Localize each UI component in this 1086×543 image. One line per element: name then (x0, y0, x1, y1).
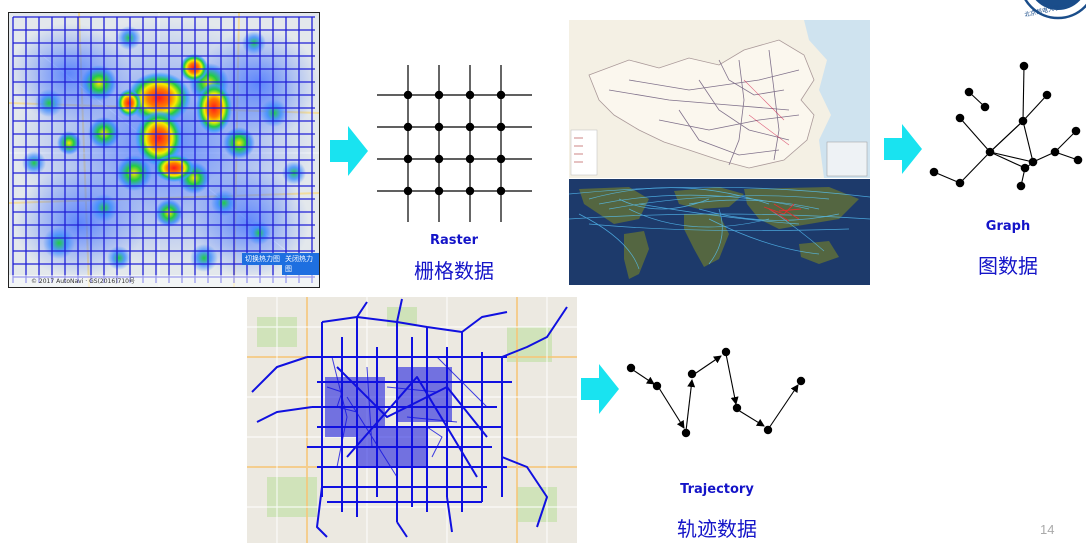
graph-node (1028, 157, 1038, 167)
graph-node (1018, 116, 1028, 126)
arrow-right-icon (884, 124, 922, 174)
university-logo: 北京邮电大学 (1010, 0, 1086, 22)
trajectory-point (796, 376, 806, 386)
raster-grid-overlay (12, 16, 315, 283)
graph-diagram (925, 55, 1085, 205)
heatmap-close-button[interactable]: 关闭热力图 (282, 253, 319, 275)
graph-node (985, 147, 995, 157)
trajectory-label-en: Trajectory (680, 482, 754, 497)
raster-node (496, 122, 506, 132)
trajectory-diagram (622, 340, 812, 445)
trajectory-point (626, 363, 636, 373)
trajectory-label-zh: 轨迹数据 (677, 517, 757, 541)
graph-node (1020, 163, 1030, 173)
heatmap-toggle-button[interactable]: 切换热力图 (242, 253, 283, 265)
raster-node (434, 90, 444, 100)
trajectory-map-image (247, 297, 577, 543)
graph-node (964, 87, 974, 97)
raster-node (403, 186, 413, 196)
raster-node (434, 154, 444, 164)
raster-node (465, 154, 475, 164)
map-attribution: © 2017 AutoNavi · GS(2016)710号 (31, 278, 135, 285)
raster-node (496, 90, 506, 100)
raster-grid-diagram (372, 60, 537, 230)
raster-label-en: Raster (430, 233, 478, 248)
trajectory-point (721, 347, 731, 357)
graph-node (955, 178, 965, 188)
graph-label-en: Graph (985, 219, 1031, 234)
graph-node (980, 102, 990, 112)
trajectory-point (687, 369, 697, 379)
graph-node (1050, 147, 1060, 157)
raster-node (403, 122, 413, 132)
trajectory-point (732, 403, 742, 413)
world-flight-map-image (569, 179, 870, 285)
raster-node (465, 122, 475, 132)
raster-node (465, 90, 475, 100)
trajectory-point (681, 428, 691, 438)
trajectory-point (652, 381, 662, 391)
graph-node (929, 167, 939, 177)
raster-node (434, 122, 444, 132)
raster-node (496, 186, 506, 196)
graph-node (1042, 90, 1052, 100)
raster-label-zh: 栅格数据 (414, 259, 494, 283)
graph-node (1019, 61, 1029, 71)
raster-node (465, 186, 475, 196)
arrow-right-icon (330, 126, 368, 176)
raster-heatmap-image: © 2017 AutoNavi · GS(2016)710号 切换热力图 关闭热… (8, 12, 320, 288)
graph-node (955, 113, 965, 123)
raster-node (403, 154, 413, 164)
graph-label-zh: 图数据 (978, 254, 1038, 278)
china-rail-map-image (569, 20, 870, 178)
graph-node (1071, 126, 1081, 136)
trajectory-point (763, 425, 773, 435)
raster-node (496, 154, 506, 164)
graph-node (1016, 181, 1026, 191)
arrow-right-icon (581, 364, 619, 414)
raster-node (403, 90, 413, 100)
graph-node (1073, 155, 1083, 165)
raster-node (434, 186, 444, 196)
page-number: 14 (1040, 522, 1055, 537)
